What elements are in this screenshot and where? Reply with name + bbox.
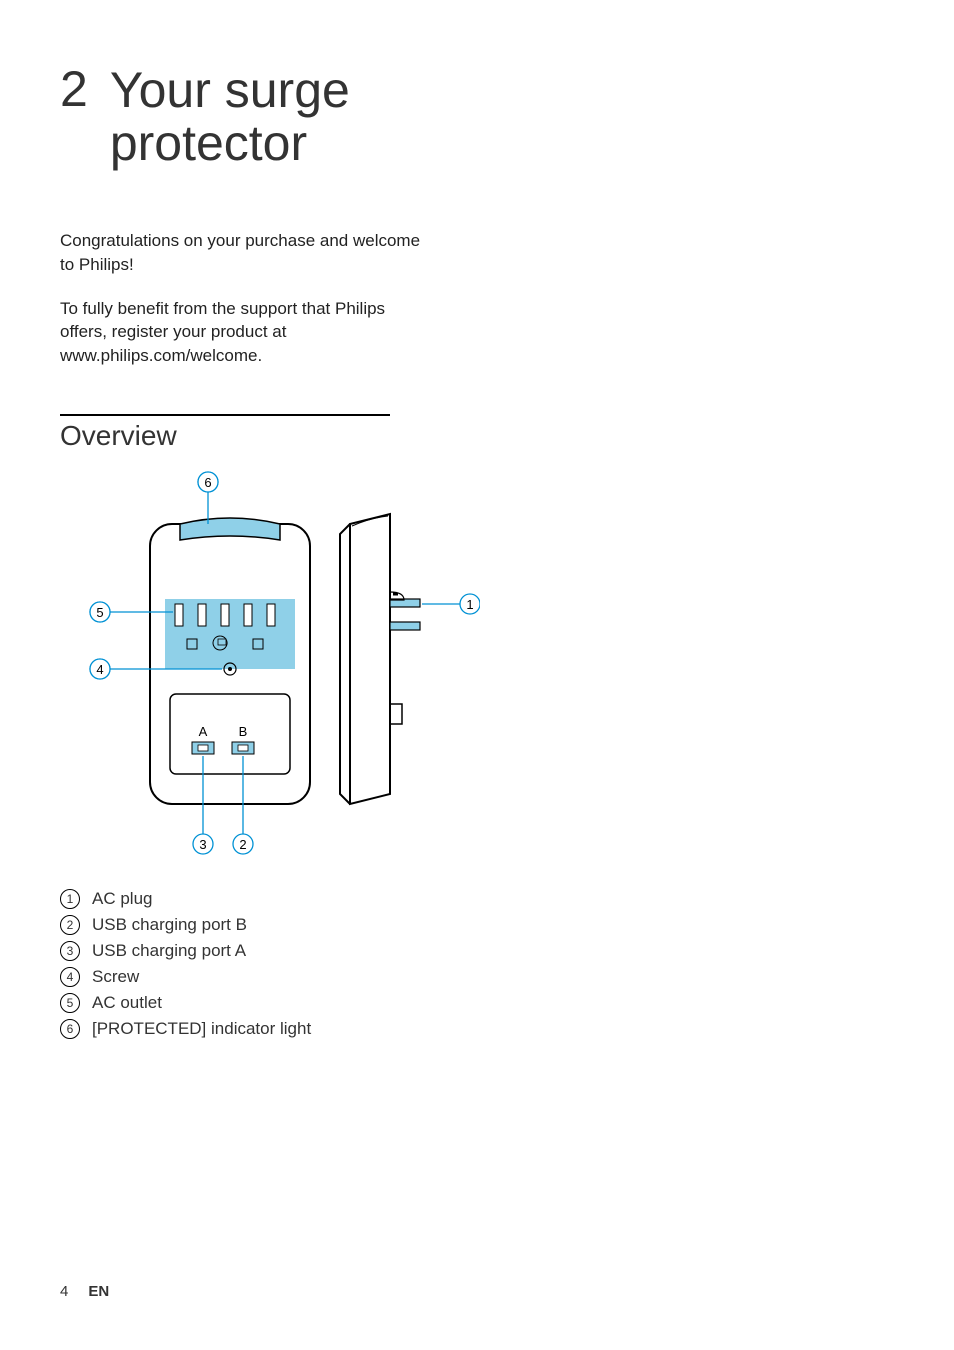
- intro-paragraph-1: Congratulations on your purchase and wel…: [60, 229, 430, 277]
- page-number: 4: [60, 1283, 68, 1300]
- legend-text: [PROTECTED] indicator light: [92, 1019, 311, 1039]
- chapter-title: Your surge protector: [110, 64, 350, 169]
- callout-4-num: 4: [96, 662, 103, 677]
- legend-text: AC plug: [92, 889, 152, 909]
- svg-text:6: 6: [204, 475, 211, 490]
- legend-number: 2: [60, 915, 80, 935]
- legend-number: 4: [60, 967, 80, 987]
- page-language: EN: [88, 1283, 109, 1300]
- legend-list: 1 AC plug 2 USB charging port B 3 USB ch…: [60, 889, 430, 1039]
- chapter-title-line1: Your surge: [110, 62, 350, 118]
- legend-item-4: 4 Screw: [60, 967, 430, 987]
- svg-text:5: 5: [96, 605, 103, 620]
- page-footer: 4 EN: [60, 1283, 109, 1300]
- legend-text: USB charging port B: [92, 915, 247, 935]
- legend-text: AC outlet: [92, 993, 162, 1013]
- section-title: Overview: [60, 420, 430, 452]
- legend-number: 1: [60, 889, 80, 909]
- legend-item-5: 5 AC outlet: [60, 993, 430, 1013]
- legend-number: 6: [60, 1019, 80, 1039]
- chapter-title-line2: protector: [110, 115, 307, 171]
- chapter-heading: 2 Your surge protector: [60, 64, 430, 169]
- intro-paragraph-2: To fully benefit from the support that P…: [60, 297, 430, 368]
- usb-label-b: B: [239, 724, 248, 739]
- callout-3-num: 3: [199, 837, 206, 852]
- legend-item-1: 1 AC plug: [60, 889, 430, 909]
- legend-item-6: 6 [PROTECTED] indicator light: [60, 1019, 430, 1039]
- section-divider: [60, 414, 390, 416]
- overview-diagram: A B 6 5: [60, 464, 430, 869]
- legend-text: USB charging port A: [92, 941, 246, 961]
- legend-item-2: 2 USB charging port B: [60, 915, 430, 935]
- chapter-number: 2: [60, 64, 88, 114]
- legend-number: 3: [60, 941, 80, 961]
- callout-2-num: 2: [239, 837, 246, 852]
- legend-item-3: 3 USB charging port A: [60, 941, 430, 961]
- legend-text: Screw: [92, 967, 139, 987]
- legend-number: 5: [60, 993, 80, 1013]
- usb-label-a: A: [199, 724, 208, 739]
- callout-1-num: 1: [466, 597, 473, 612]
